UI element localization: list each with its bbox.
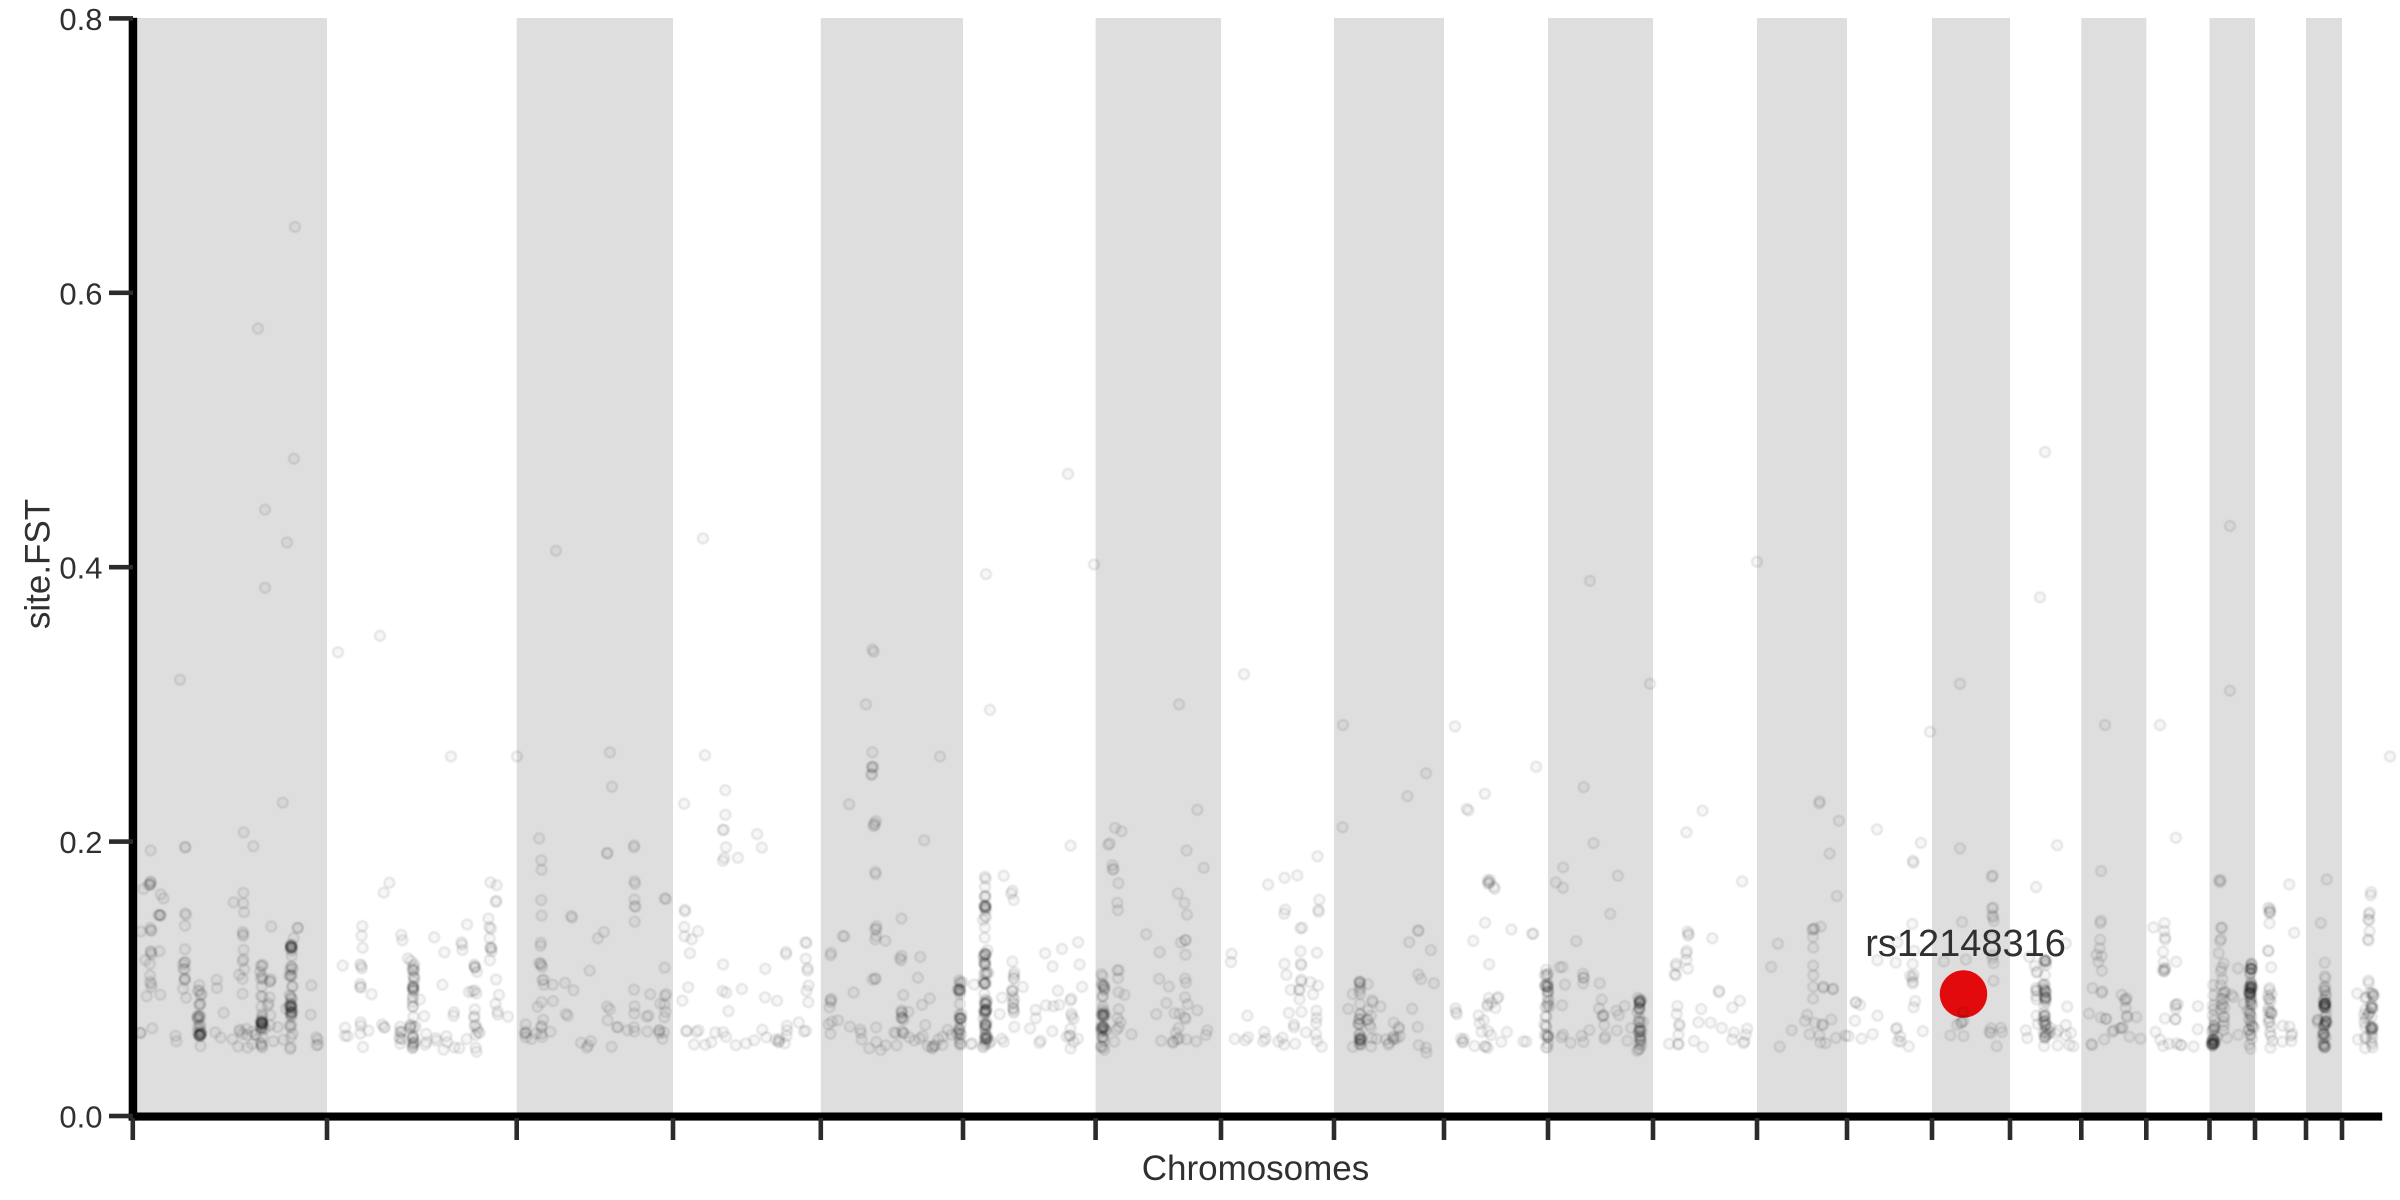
svg-text:0.8: 0.8: [59, 2, 102, 37]
svg-text:0.2: 0.2: [59, 825, 102, 860]
svg-text:site.FST: site.FST: [19, 499, 58, 629]
svg-text:Chromosomes: Chromosomes: [1142, 1149, 1370, 1188]
svg-text:0.4: 0.4: [59, 551, 102, 586]
svg-text:0.6: 0.6: [59, 276, 102, 311]
svg-text:0.0: 0.0: [59, 1100, 102, 1135]
svg-text:rs12148316: rs12148316: [1865, 923, 2066, 965]
